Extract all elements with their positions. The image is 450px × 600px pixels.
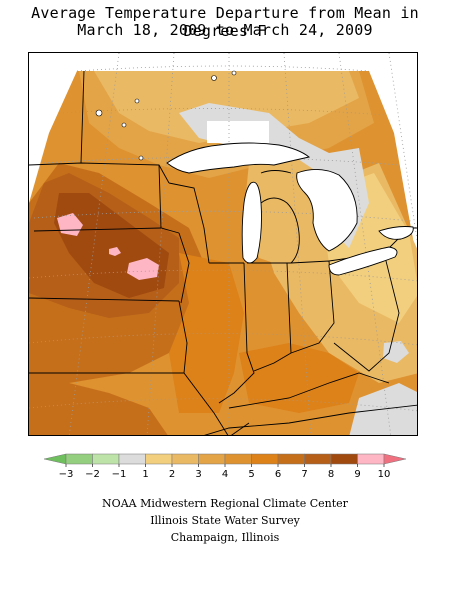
legend-tick-label: 1	[142, 469, 148, 480]
legend-tick-label: 6	[275, 469, 281, 480]
small-lakes	[95, 70, 237, 161]
map-canvas	[29, 53, 417, 435]
shading-neutral-east	[383, 341, 409, 363]
legend-tick-label: 3	[195, 469, 201, 480]
credit-survey: Illinois State Water Survey	[150, 514, 300, 527]
legend-swatch	[118, 453, 146, 465]
lake-erie	[328, 246, 398, 276]
legend-tick-label: −2	[85, 469, 100, 480]
legend-scale: −3 −2 −1 1 2 3 4 5 6 7 8 9 10	[43, 453, 407, 480]
legend-swatch	[171, 453, 199, 465]
credit-organization: NOAA Midwestern Regional Climate Center	[102, 497, 348, 510]
legend-swatch	[304, 453, 332, 465]
legend-swatch	[357, 453, 385, 465]
legend-swatch	[145, 453, 173, 465]
map-title: Average Temperature Departure from Mean …	[31, 4, 419, 40]
legend-swatch	[224, 453, 252, 465]
shading-band-ohio-valley	[239, 343, 359, 413]
lake-huron	[296, 169, 358, 252]
legend-swatch	[251, 453, 279, 465]
legend-arrow-low	[43, 453, 67, 465]
legend-arrow-high	[383, 453, 407, 465]
credit-location: Champaign, Illinois	[170, 531, 280, 544]
legend-swatch	[330, 453, 358, 465]
color-legend: −3 −2 −1 1 2 3 4 5 6 7 8 9 10	[0, 448, 450, 488]
legend-tick-label: 8	[328, 469, 334, 480]
shading-pink-central	[127, 258, 159, 280]
legend-swatch	[277, 453, 305, 465]
legend-swatch	[198, 453, 226, 465]
state-boundaries	[29, 70, 417, 435]
shading-band-southwest	[29, 383, 168, 435]
legend-swatch	[65, 453, 93, 465]
shading-band-central	[169, 253, 244, 413]
lake-ontario	[378, 226, 414, 240]
temperature-departure-map	[28, 52, 418, 436]
legend-swatch	[92, 453, 120, 465]
legend-tick-label: 2	[169, 469, 175, 480]
legend-tick-label: −1	[112, 469, 127, 480]
missing-data-area	[207, 121, 269, 143]
map-date-range: March 18, 2009 to March 24, 2009	[77, 21, 373, 39]
legend-tick-label: 9	[354, 469, 360, 480]
legend-tick-label: −3	[59, 469, 74, 480]
legend-tick-label: 5	[248, 469, 254, 480]
lake-michigan	[241, 181, 262, 264]
graticule	[29, 53, 417, 435]
legend-tick-label: 7	[301, 469, 307, 480]
shading-pink-small	[109, 247, 121, 256]
legend-tick-label: 10	[378, 469, 391, 480]
legend-tick-label: 4	[222, 469, 228, 480]
lake-superior	[166, 142, 311, 174]
great-lakes	[166, 142, 414, 276]
coastline	[260, 170, 300, 264]
